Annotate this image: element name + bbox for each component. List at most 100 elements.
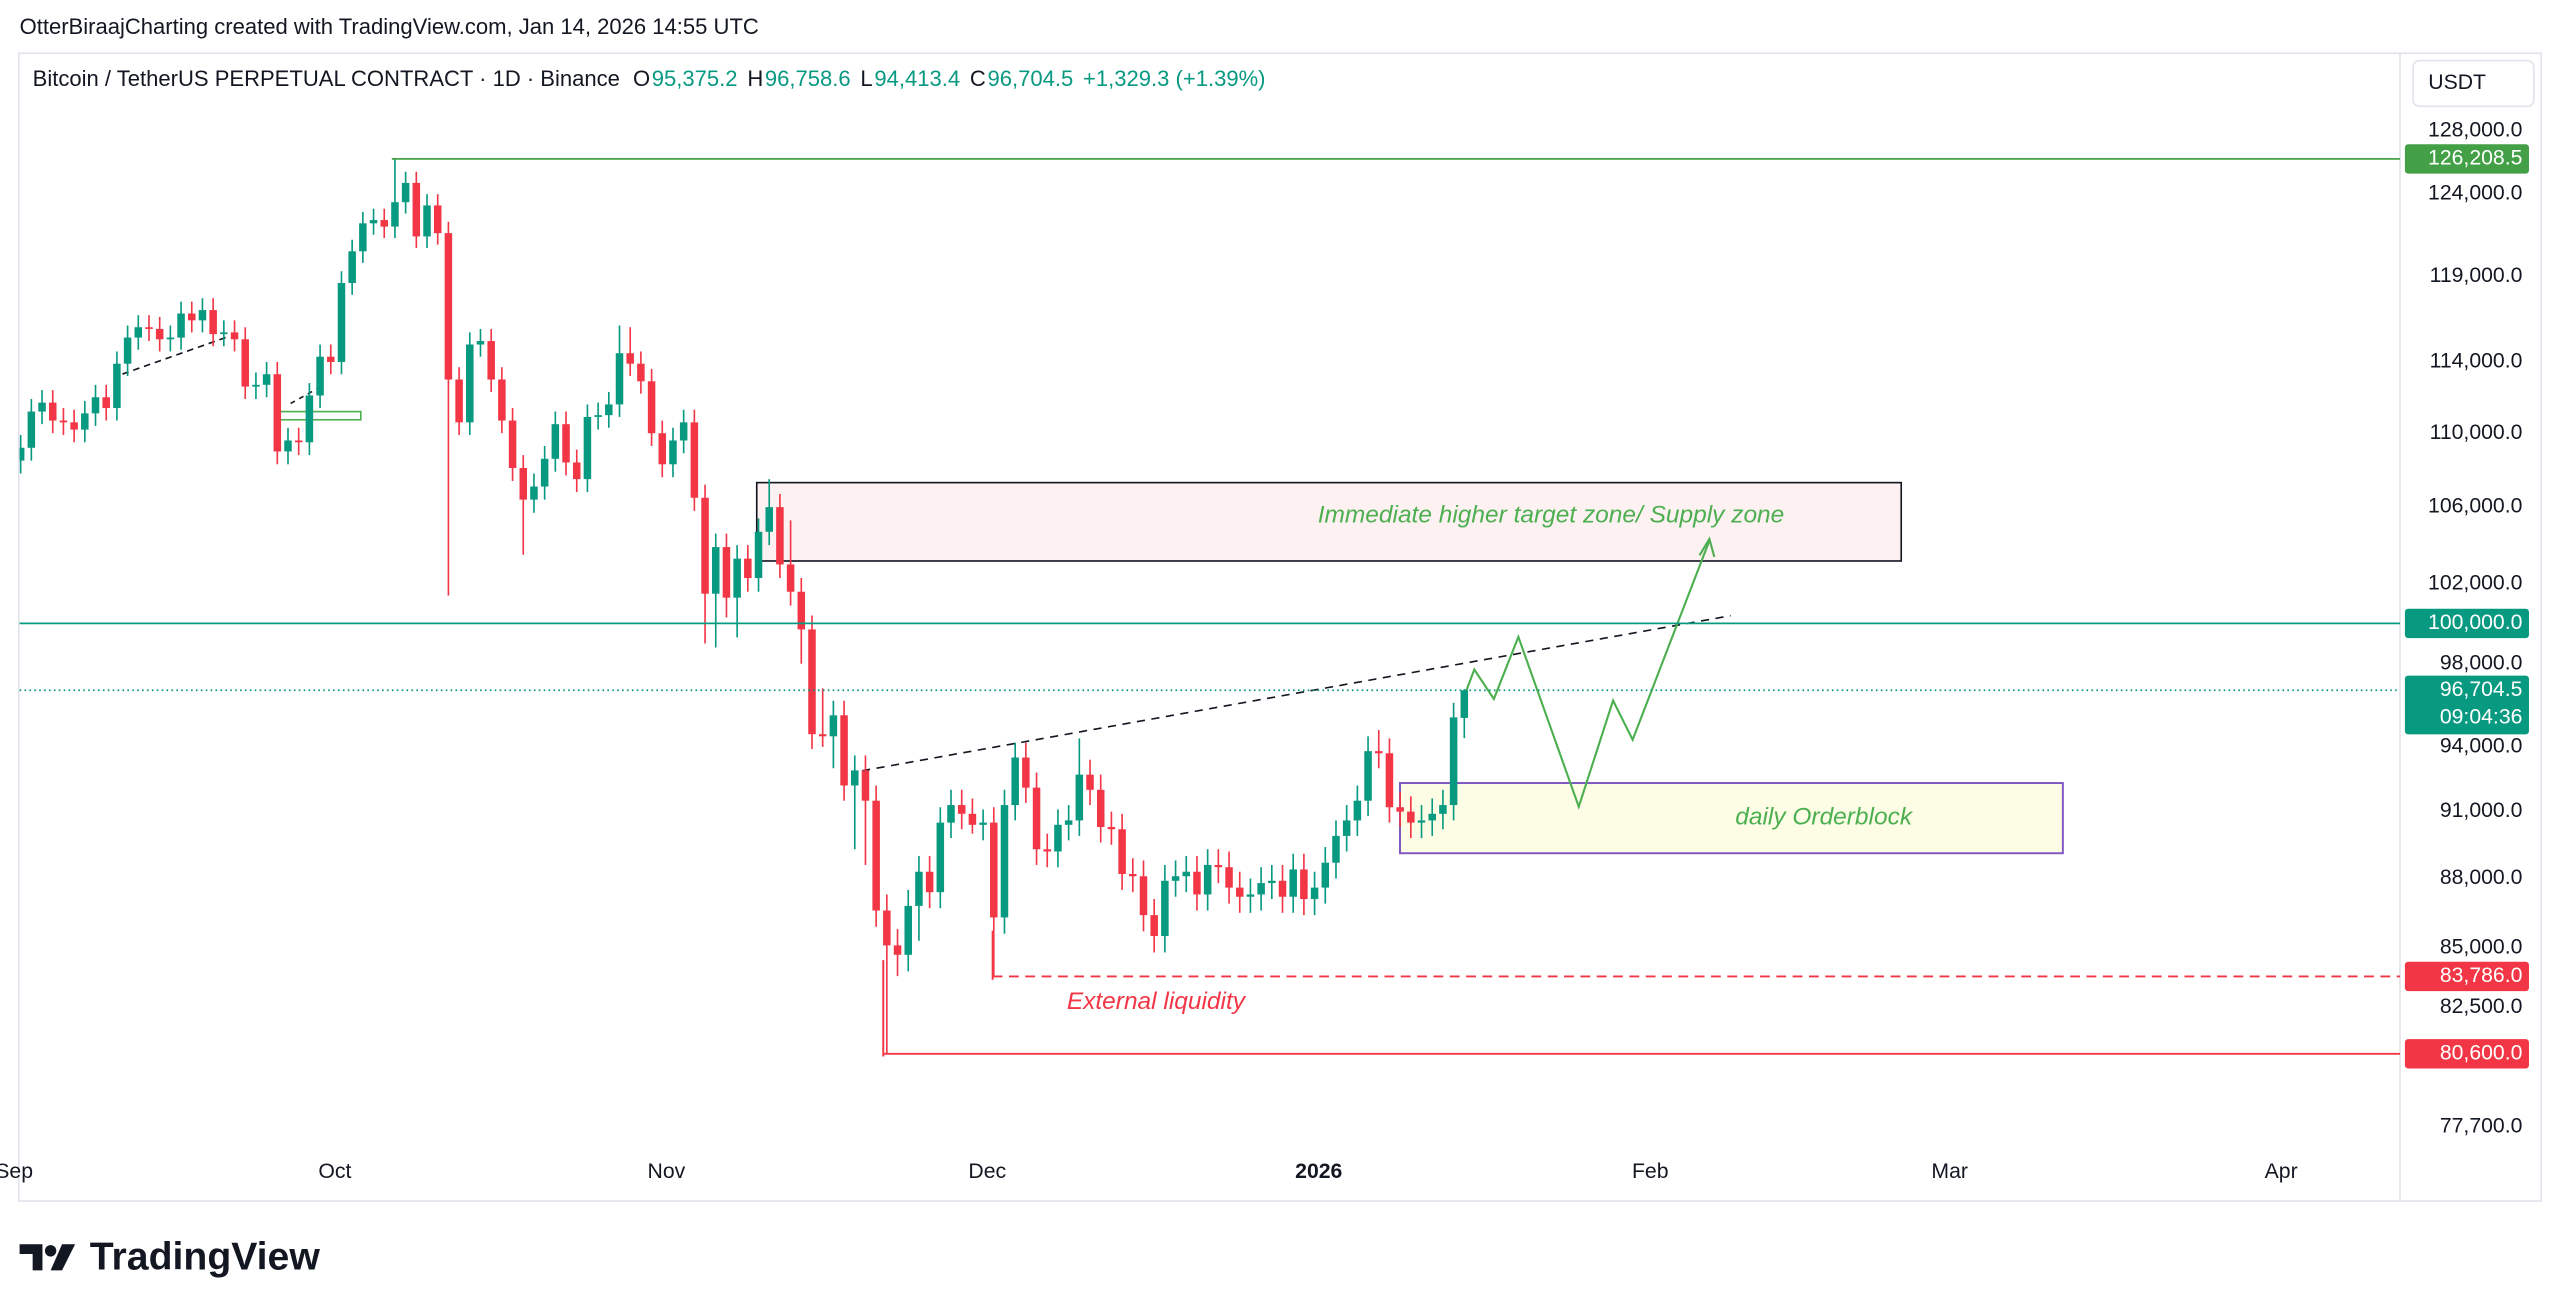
ohlc-value: 96,704.5	[987, 66, 1073, 91]
symbol-title: Bitcoin / TetherUS PERPETUAL CONTRACT · …	[33, 66, 620, 91]
y-tick-label: 88,000.0	[2440, 866, 2523, 889]
candle-body	[166, 337, 175, 340]
trendline	[290, 386, 321, 405]
candle-body	[316, 356, 324, 396]
candle-body	[1022, 757, 1030, 788]
candle-body	[1235, 887, 1244, 897]
candle-body	[209, 310, 217, 335]
y-tick-label: 82,500.0	[2440, 995, 2523, 1018]
candle-body	[637, 363, 645, 382]
candle-body	[423, 205, 431, 237]
y-tick-label: 124,000.0	[2428, 182, 2522, 205]
candle-body	[369, 220, 378, 224]
candle-body	[840, 715, 848, 786]
candle-body	[679, 422, 688, 441]
small-zone	[278, 410, 362, 421]
candle-body	[701, 497, 709, 594]
price-label: 80,600.0	[2440, 1041, 2523, 1064]
candle-body	[733, 558, 741, 598]
candle-body	[1449, 717, 1458, 806]
candle-body	[904, 905, 912, 955]
candle-body	[1268, 880, 1276, 884]
candle-body	[990, 822, 998, 918]
candle-body	[401, 182, 410, 203]
candle-body	[1460, 690, 1469, 718]
candle-body	[1150, 915, 1158, 937]
candle-body	[113, 363, 121, 408]
ohlc-label: O	[633, 66, 650, 91]
price-label-box	[2404, 144, 2529, 174]
y-tick-label: 94,000.0	[2440, 735, 2523, 758]
candle-body	[252, 384, 260, 387]
candle-body	[1118, 829, 1126, 874]
ohlc-label: L	[860, 66, 872, 91]
y-tick-label: 98,000.0	[2440, 651, 2523, 674]
trendline	[122, 335, 229, 375]
candle-body	[305, 395, 314, 443]
candle-body	[19, 447, 25, 461]
candle-body	[765, 507, 773, 532]
candles	[19, 158, 1469, 1054]
candle-body	[1171, 876, 1180, 881]
currency: USDT	[2428, 71, 2486, 94]
candle-body	[455, 379, 463, 423]
candle-body	[1321, 862, 1330, 888]
candle-body	[81, 413, 89, 430]
candle-body	[1375, 751, 1383, 754]
candle-body	[1278, 880, 1287, 897]
candle-body	[380, 220, 389, 227]
candle-body	[786, 564, 795, 592]
candle-body	[711, 547, 720, 594]
candle-body	[883, 910, 891, 946]
candle-body	[337, 282, 346, 362]
candle-body	[562, 424, 570, 463]
candle-body	[861, 770, 870, 801]
y-tick-label: 102,000.0	[2428, 572, 2522, 595]
candle-body	[476, 341, 485, 345]
panel-border	[17, 52, 2543, 1202]
projected-path	[1463, 540, 1711, 811]
candle-body	[572, 462, 581, 480]
y-tick-label: 85,000.0	[2440, 935, 2523, 958]
brand: TradingView	[90, 1235, 321, 1278]
candle-body	[1064, 820, 1073, 825]
candle-body	[1257, 883, 1265, 895]
candle-body	[241, 339, 249, 387]
candle-body	[444, 233, 453, 380]
ohlc-label: H	[747, 66, 763, 91]
x-tick-label: Mar	[1931, 1160, 1968, 1183]
arrow-head	[1698, 536, 1716, 558]
candle-body	[91, 397, 100, 414]
candle-body	[391, 202, 399, 227]
supply-zone-box	[755, 481, 1903, 562]
candle-body	[1161, 880, 1169, 937]
candle-body	[744, 558, 752, 579]
currency-button[interactable]	[2412, 59, 2535, 108]
x-tick-label: Nov	[648, 1160, 686, 1183]
ohlc-value: 94,413.4	[874, 66, 960, 91]
candle-body	[957, 805, 966, 814]
candle-body	[1342, 820, 1351, 836]
candle-body	[70, 422, 78, 430]
candle-body	[722, 547, 731, 598]
candle-body	[284, 440, 292, 452]
ohlc-value: 96,758.6	[765, 66, 851, 91]
candle-body	[508, 420, 517, 468]
price-label-box	[2404, 961, 2529, 992]
price-label: 96,704.5	[2440, 678, 2523, 701]
candle-body	[925, 871, 934, 893]
candle-body	[273, 374, 282, 452]
x-tick-label: Sep	[0, 1160, 33, 1183]
candle-body	[177, 313, 185, 338]
candle-body	[776, 507, 784, 565]
candle-body	[583, 416, 592, 480]
candle-body	[1225, 867, 1233, 888]
candle-body	[1385, 753, 1394, 808]
candle-body	[936, 822, 945, 893]
candle-body	[1407, 811, 1415, 823]
candle-body	[198, 310, 207, 321]
candle-body	[647, 381, 656, 434]
candle-body	[1043, 849, 1052, 852]
candle-body	[594, 415, 602, 417]
candle-body	[433, 205, 442, 234]
